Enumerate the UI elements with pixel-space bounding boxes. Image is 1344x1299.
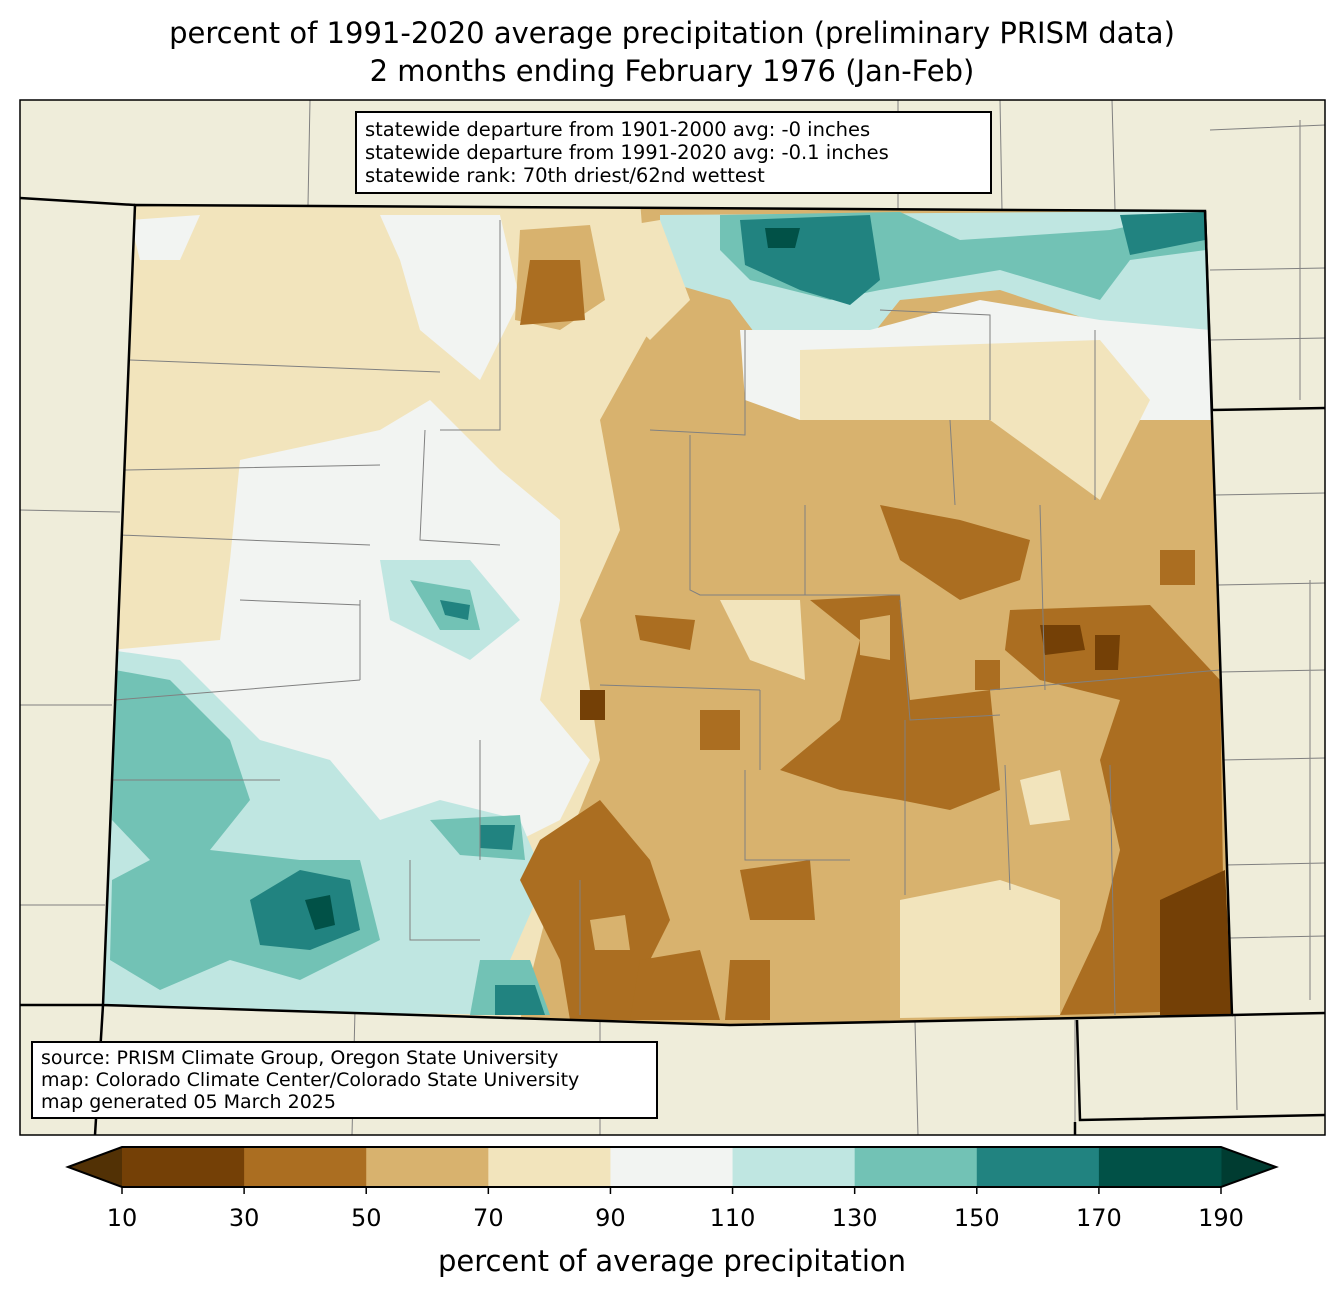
precipitation-field	[103, 205, 1232, 1025]
colorbar-segment	[244, 1147, 367, 1187]
stats-line-3: statewide rank: 70th driest/62nd wettest	[365, 164, 765, 187]
stats-line-1: statewide departure from 1901-2000 avg: …	[365, 118, 871, 141]
source-box: source: PRISM Climate Group, Oregon Stat…	[31, 1041, 658, 1119]
colorbar-segment	[976, 1147, 1100, 1187]
colorbar-tick-label: 30	[228, 1204, 260, 1232]
statewide-stats-box: statewide departure from 1901-2000 avg: …	[355, 111, 992, 194]
colorbar-segment	[1098, 1147, 1222, 1187]
colorbar-tick-label: 150	[953, 1204, 1000, 1232]
colorbar-tick-label: 10	[106, 1204, 138, 1232]
colorbar	[65, 1146, 1279, 1194]
title-line-1: percent of 1991-2020 average precipitati…	[169, 16, 1175, 50]
county-lines	[110, 220, 1221, 1016]
colorbar-segment	[732, 1147, 856, 1187]
colorbar-tick-label: 90	[595, 1204, 626, 1232]
map-frame	[19, 99, 1326, 1136]
colorbar-segment	[610, 1147, 734, 1187]
colorbar-tick-label: 70	[473, 1204, 504, 1232]
stats-line-2: statewide departure from 1991-2020 avg: …	[365, 141, 889, 164]
colorbar-over-arrow	[1221, 1147, 1276, 1187]
colorbar-tick-label: 130	[831, 1204, 878, 1232]
colorbar-tick-label: 190	[1198, 1204, 1244, 1232]
colorbar-tick-label: 170	[1075, 1204, 1122, 1232]
colorado-border	[101, 203, 1234, 1027]
colorbar-tick-label: 50	[350, 1204, 382, 1232]
source-line-2: map: Colorado Climate Center/Colorado St…	[41, 1069, 580, 1091]
colorbar-segment	[488, 1147, 611, 1187]
colorbar-under-arrow	[68, 1147, 122, 1187]
source-line-1: source: PRISM Climate Group, Oregon Stat…	[41, 1047, 559, 1069]
colorbar-segment	[366, 1147, 489, 1187]
colorbar-segment	[854, 1147, 978, 1187]
title-line-2: 2 months ending February 1976 (Jan-Feb)	[369, 54, 975, 88]
source-line-3: map generated 05 March 2025	[41, 1091, 336, 1113]
colorbar-label: percent of average precipitation	[437, 1244, 907, 1278]
colorbar-tick-label: 110	[709, 1204, 756, 1232]
colorbar-segment	[122, 1147, 245, 1187]
